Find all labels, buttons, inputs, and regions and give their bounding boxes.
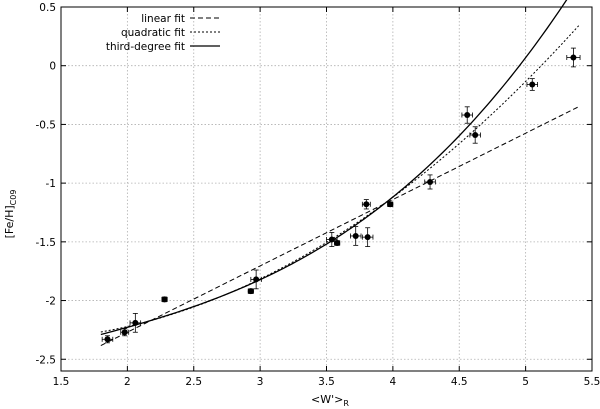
x-axis-label: <W'>R — [311, 393, 349, 408]
data-point — [129, 313, 142, 333]
point-marker — [328, 236, 335, 243]
y-tick-label: -1 — [46, 178, 56, 190]
data-point — [101, 335, 114, 344]
data-point — [461, 106, 473, 124]
data-points — [101, 47, 581, 344]
x-axis-label-subscript: R — [343, 399, 349, 408]
x-tick-label: 5 — [522, 376, 529, 388]
x-tick-label: 4 — [390, 376, 397, 388]
x-tick-label: 1.5 — [53, 376, 70, 388]
x-tick-label: 4.5 — [451, 376, 468, 388]
plot-frame — [60, 6, 593, 372]
x-tick-label: 2 — [124, 376, 131, 388]
legend-label: third-degree fit — [106, 41, 185, 53]
data-point — [349, 226, 362, 246]
y-tick-label: 0.5 — [39, 2, 56, 14]
x-tick-label: 3 — [257, 376, 264, 388]
y-tick-label: -2 — [46, 296, 56, 308]
point-marker — [161, 296, 168, 303]
point-marker — [464, 112, 471, 119]
data-point — [334, 240, 341, 247]
data-point — [361, 199, 371, 210]
point-marker — [334, 240, 341, 247]
data-point — [361, 227, 374, 247]
point-marker — [472, 131, 479, 138]
point-marker — [132, 319, 139, 326]
data-point — [469, 126, 481, 144]
y-axis-label: [Fe/H]C09 — [3, 190, 18, 239]
fit-curves — [100, 0, 580, 346]
y-tick-label: 0 — [49, 61, 56, 73]
point-marker — [104, 336, 111, 343]
point-marker — [387, 201, 394, 208]
data-point — [424, 174, 436, 190]
data-point — [387, 201, 394, 208]
y-axis-label-subscript: C09 — [9, 190, 18, 206]
x-tick-label: 3.5 — [318, 376, 335, 388]
fit-line-linear-fit — [100, 106, 579, 346]
y-tick-label: -0.5 — [36, 119, 57, 131]
x-tick-label: 5.5 — [584, 376, 600, 388]
point-marker — [363, 201, 370, 208]
data-point — [250, 269, 262, 290]
grid — [61, 6, 592, 371]
y-tick-label: -2.5 — [36, 354, 57, 366]
axis-ticks: 1.5 2 2.5 3 3.5 4 4.5 5 5.5 -2.5 -2 -1.5 -1 -0.5 0 0.5 — [36, 2, 600, 388]
x-tick-label: 2.5 — [185, 376, 202, 388]
point-marker — [570, 54, 577, 61]
data-point — [120, 328, 130, 337]
legend-label: linear fit — [141, 13, 185, 25]
point-marker — [121, 329, 128, 336]
point-marker — [529, 81, 536, 88]
point-marker — [427, 178, 434, 185]
point-marker — [352, 232, 359, 239]
point-marker — [253, 276, 260, 283]
data-point — [161, 296, 168, 303]
point-marker — [364, 234, 371, 241]
y-tick-label: -1.5 — [36, 237, 57, 249]
data-point — [566, 47, 581, 68]
data-point — [526, 78, 538, 91]
fit-line-third-degree-fit — [100, 0, 568, 336]
legend: linear fit quadratic fit third-degree fit — [106, 13, 220, 53]
legend-label: quadratic fit — [121, 27, 185, 39]
fit-line-quadratic-fit — [100, 25, 580, 333]
point-marker — [247, 288, 254, 295]
data-point — [247, 288, 254, 295]
